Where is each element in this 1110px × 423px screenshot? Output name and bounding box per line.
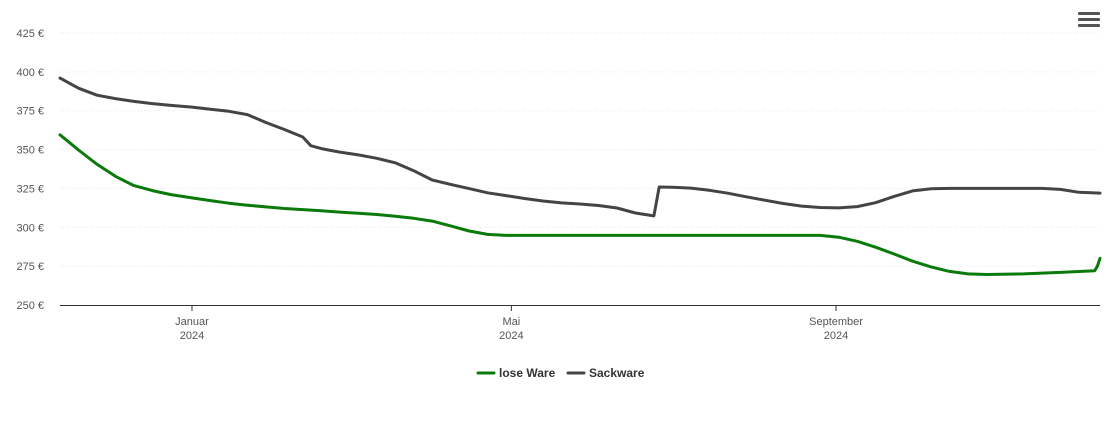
y-tick-label: 275 € [16, 261, 44, 273]
y-tick-label: 400 € [16, 67, 44, 79]
hamburger-menu-icon [1078, 24, 1100, 27]
y-tick-label: 375 € [16, 106, 44, 118]
y-tick-label: 425 € [16, 28, 44, 40]
series-line-lose-ware [58, 133, 1102, 276]
legend-label: Sackware [589, 366, 645, 380]
y-tick-label: 300 € [16, 222, 44, 234]
series-lines [58, 76, 1102, 276]
hamburger-menu-icon [1078, 12, 1100, 15]
legend-label: lose Ware [499, 366, 556, 380]
x-tick-label-month: Januar [175, 316, 209, 328]
x-axis: Januar 2024 Mai 2024 September 2024 [60, 305, 1100, 342]
legend: lose Ware Sackware [476, 366, 645, 380]
y-tick-label: 250 € [16, 300, 44, 312]
chart-menu-button[interactable] [1078, 12, 1100, 32]
x-tick-label-month: September [809, 316, 863, 328]
grid-lines [60, 32, 1100, 267]
y-tick-label: 350 € [16, 145, 44, 157]
series-line-sackware [58, 76, 1102, 218]
y-axis: 250 € 275 € 300 € 325 € 350 € 375 € 400 € 425 € [16, 28, 44, 312]
x-tick-label-year: 2024 [499, 330, 523, 342]
x-tick-label-month: Mai [503, 316, 521, 328]
hamburger-menu-icon [1078, 18, 1100, 21]
x-tick-label-year: 2024 [824, 330, 848, 342]
x-tick-label-year: 2024 [180, 330, 204, 342]
y-tick-label: 325 € [16, 183, 44, 195]
